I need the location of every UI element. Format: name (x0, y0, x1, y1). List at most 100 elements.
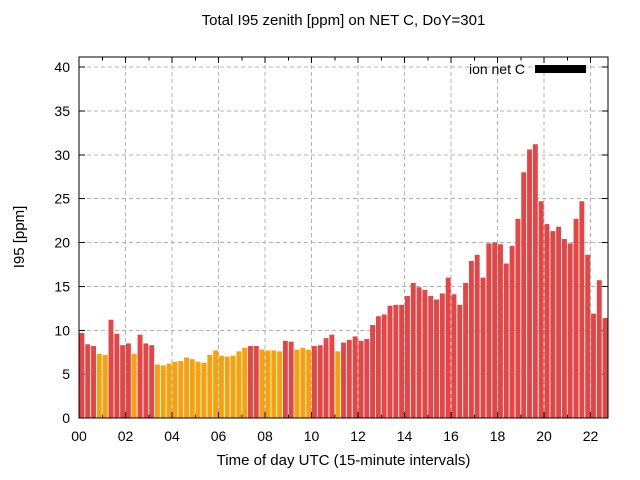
bar (160, 365, 166, 418)
x-tick-label: 14 (397, 428, 413, 444)
x-tick-label: 18 (490, 428, 506, 444)
y-tick-label: 0 (62, 410, 70, 426)
bar (189, 359, 195, 418)
bar (463, 282, 469, 419)
bar (399, 304, 405, 418)
bar (352, 336, 358, 418)
bar (416, 287, 422, 418)
bar (335, 351, 341, 418)
bar (468, 260, 474, 418)
bar (265, 350, 271, 418)
y-tick-label: 25 (54, 191, 70, 207)
legend-label: ion net C (468, 60, 525, 77)
bar (509, 246, 515, 418)
bar (201, 362, 207, 418)
bar (387, 305, 393, 418)
bar (195, 361, 201, 418)
bar (364, 339, 370, 418)
x-tick-label: 08 (257, 428, 273, 444)
bar (346, 339, 352, 418)
bar (131, 353, 137, 418)
bar (370, 324, 376, 419)
bar (492, 242, 498, 418)
y-tick-label: 10 (54, 322, 70, 338)
chart-title: Total I95 zenith [ppm] on NET C, DoY=301 (201, 12, 486, 29)
bar (317, 345, 323, 418)
bar (422, 289, 428, 418)
bar (236, 351, 242, 418)
bar (143, 343, 149, 418)
x-tick-label: 00 (71, 428, 87, 444)
bar (271, 350, 277, 418)
bar (474, 254, 480, 418)
bar (288, 341, 294, 418)
x-tick-label: 04 (164, 428, 180, 444)
plot-border (78, 56, 609, 419)
bar (213, 350, 219, 418)
bar (591, 313, 596, 418)
bar (306, 349, 312, 419)
bar (544, 224, 550, 418)
bar (207, 354, 213, 418)
bar (457, 304, 463, 418)
bar (108, 319, 114, 418)
bar (428, 296, 434, 418)
bar (253, 346, 259, 418)
bar (166, 363, 172, 419)
y-tick-label: 5 (62, 366, 70, 382)
bar (451, 294, 457, 418)
bar (137, 334, 143, 418)
y-tick-label: 40 (54, 59, 70, 75)
bar (172, 361, 178, 418)
bar (85, 344, 91, 418)
y-tick-label: 30 (54, 147, 70, 163)
bar (521, 172, 527, 418)
bar (96, 353, 102, 418)
bar (218, 355, 224, 418)
bar (341, 342, 346, 418)
x-tick-label: 12 (350, 428, 366, 444)
bar (561, 238, 567, 418)
bar (375, 316, 381, 418)
bar (155, 364, 160, 418)
bar (567, 243, 573, 418)
bar (405, 296, 410, 418)
bar (381, 314, 387, 418)
bar (114, 333, 120, 418)
x-tick-label: 10 (304, 428, 320, 444)
y-tick-label: 15 (54, 278, 70, 294)
bar (125, 343, 131, 418)
bar (573, 218, 579, 418)
bar (486, 243, 492, 418)
bar (585, 254, 591, 418)
bar (556, 226, 562, 418)
bar (579, 201, 585, 418)
bar (480, 277, 486, 418)
x-tick-label: 22 (583, 428, 599, 444)
bar (248, 346, 253, 418)
legend: ion net C (380, 60, 586, 77)
x-tick-label: 02 (118, 428, 134, 444)
bar (329, 334, 335, 418)
bar (410, 282, 416, 419)
bar (527, 149, 532, 419)
bar (294, 349, 300, 419)
bar (311, 346, 317, 418)
bar (503, 263, 509, 418)
bar (91, 346, 96, 418)
bar (300, 347, 306, 418)
bar (532, 144, 538, 418)
bar (439, 293, 445, 418)
bar (230, 355, 236, 418)
bar (282, 340, 288, 418)
bar (538, 201, 544, 418)
bar (277, 351, 282, 418)
bar (120, 345, 126, 418)
bar (79, 332, 85, 418)
y-tick-label: 20 (54, 235, 70, 251)
bar (550, 231, 556, 418)
bar (445, 277, 451, 418)
bar (224, 356, 230, 418)
bar (149, 345, 155, 418)
